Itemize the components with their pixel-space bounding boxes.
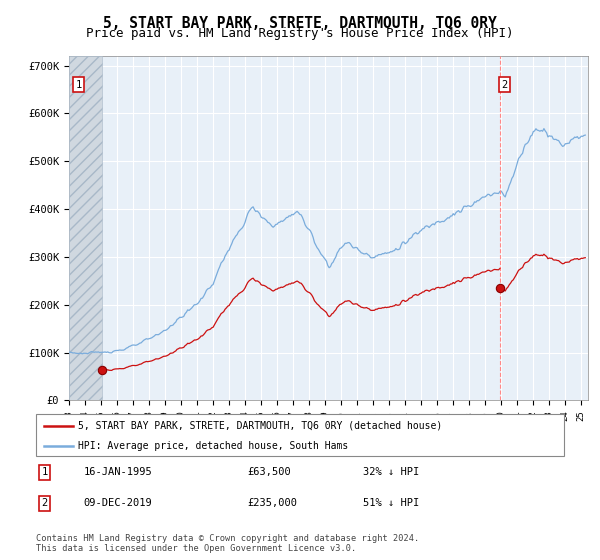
Text: HPI: Average price, detached house, South Hams: HPI: Average price, detached house, Sout… (78, 441, 349, 451)
Text: 32% ↓ HPI: 32% ↓ HPI (364, 467, 419, 477)
Text: 5, START BAY PARK, STRETE, DARTMOUTH, TQ6 0RY (detached house): 5, START BAY PARK, STRETE, DARTMOUTH, TQ… (78, 421, 442, 431)
Text: 51% ↓ HPI: 51% ↓ HPI (364, 498, 419, 508)
FancyBboxPatch shape (36, 414, 564, 456)
Text: 2: 2 (41, 498, 47, 508)
Text: 09-DEC-2019: 09-DEC-2019 (83, 498, 152, 508)
Text: 5, START BAY PARK, STRETE, DARTMOUTH, TQ6 0RY: 5, START BAY PARK, STRETE, DARTMOUTH, TQ… (103, 16, 497, 31)
Bar (69, 56, 101, 400)
Text: 16-JAN-1995: 16-JAN-1995 (83, 467, 152, 477)
Text: 1: 1 (41, 467, 47, 477)
Text: £235,000: £235,000 (247, 498, 297, 508)
Text: Price paid vs. HM Land Registry's House Price Index (HPI): Price paid vs. HM Land Registry's House … (86, 27, 514, 40)
Text: Contains HM Land Registry data © Crown copyright and database right 2024.
This d: Contains HM Land Registry data © Crown c… (36, 534, 419, 553)
Text: £63,500: £63,500 (247, 467, 291, 477)
Text: 1: 1 (76, 80, 82, 90)
Text: 2: 2 (502, 80, 508, 90)
